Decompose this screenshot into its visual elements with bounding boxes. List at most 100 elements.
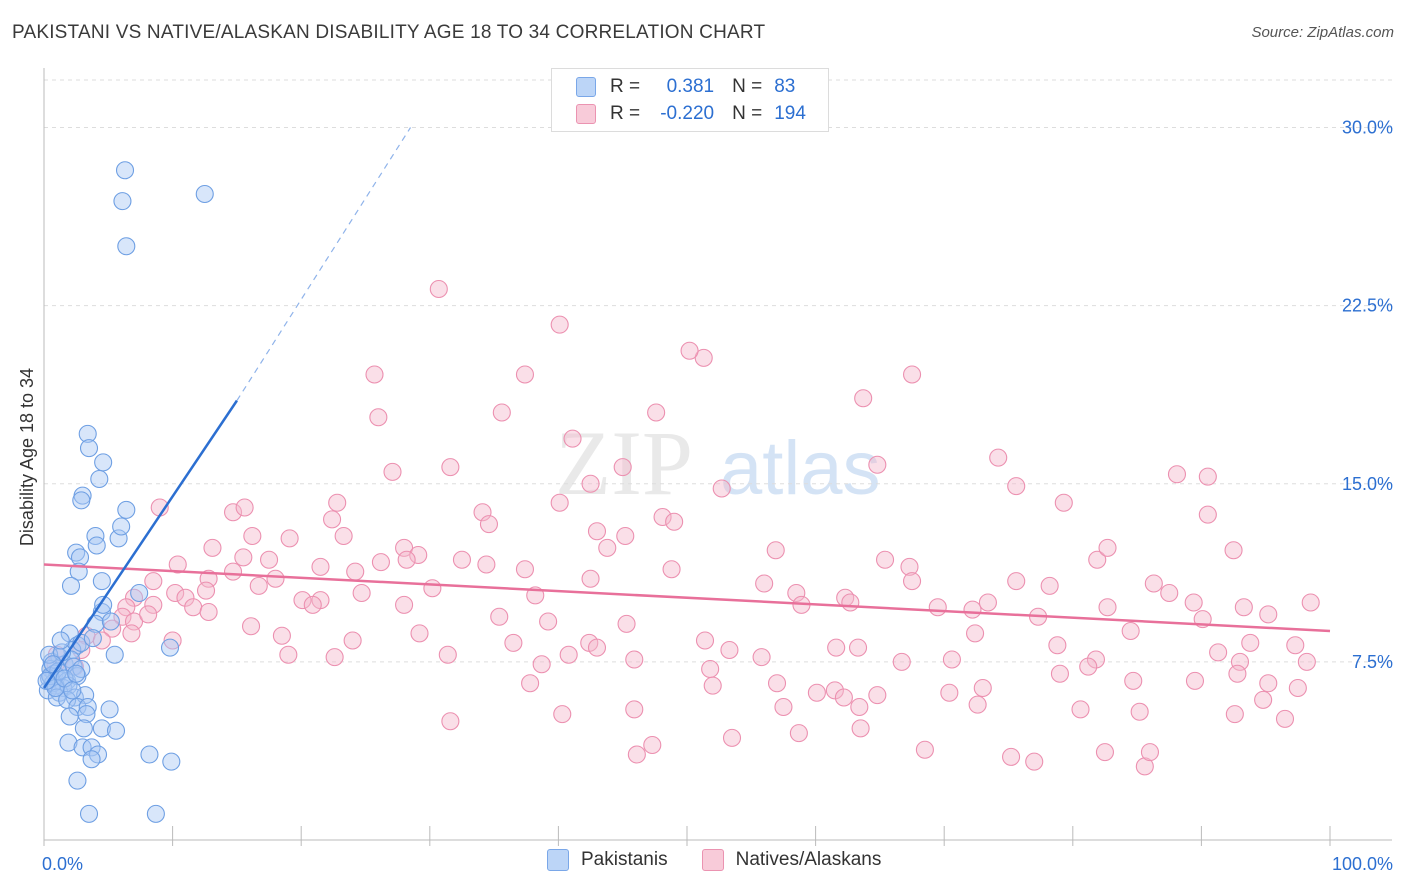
point-pakistanis — [113, 192, 132, 211]
point-pakistanis — [82, 750, 101, 769]
point-natives-alaskans — [323, 510, 342, 529]
point-pakistanis — [94, 595, 113, 614]
point-natives-alaskans — [892, 652, 911, 671]
point-natives-alaskans — [1234, 598, 1253, 617]
point-natives-alaskans — [266, 569, 285, 588]
point-pakistanis — [100, 700, 119, 719]
trend-line-pakistanis — [42, 399, 238, 689]
point-natives-alaskans — [850, 697, 869, 717]
point-natives-alaskans — [550, 315, 569, 334]
trend-extension-pakistanis — [236, 127, 412, 401]
point-natives-alaskans — [1088, 550, 1107, 569]
legend-r-value-pakistanis: 0.381 — [666, 76, 715, 97]
point-natives-alaskans — [834, 688, 853, 707]
series-swatch-pakistanis — [547, 849, 569, 871]
point-natives-alaskans — [144, 572, 163, 591]
point-natives-alaskans — [423, 579, 442, 598]
point-natives-alaskans — [1301, 593, 1320, 612]
point-natives-alaskans — [653, 507, 672, 527]
point-natives-alaskans — [328, 493, 347, 512]
point-natives-alaskans — [124, 612, 144, 631]
point-natives-alaskans — [365, 365, 384, 384]
legend-n-value-natives: 194 — [774, 103, 806, 124]
point-natives-alaskans — [627, 745, 646, 764]
legend-swatch-pink — [576, 104, 596, 124]
point-natives-alaskans — [1140, 743, 1160, 762]
point-natives-alaskans — [1185, 671, 1205, 690]
point-natives-alaskans — [587, 638, 607, 657]
point-natives-alaskans — [1124, 671, 1143, 690]
point-natives-alaskans — [1198, 505, 1217, 524]
point-pakistanis — [72, 491, 91, 510]
point-natives-alaskans — [343, 631, 362, 650]
point-pakistanis — [79, 804, 99, 823]
point-natives-alaskans — [712, 479, 731, 498]
point-natives-alaskans — [223, 562, 243, 581]
watermark: ZIP atlas — [555, 412, 881, 514]
point-natives-alaskans — [1007, 477, 1026, 496]
point-natives-alaskans — [973, 678, 992, 698]
point-pakistanis — [117, 500, 136, 519]
point-natives-alaskans — [680, 341, 699, 360]
point-natives-alaskans — [397, 550, 416, 569]
point-natives-alaskans — [352, 583, 371, 603]
point-natives-alaskans — [1098, 538, 1117, 557]
x-tick-label-max: 100.0% — [1332, 854, 1393, 874]
point-pakistanis — [67, 664, 86, 683]
point-natives-alaskans — [409, 545, 428, 565]
point-natives-alaskans — [103, 619, 122, 638]
point-natives-alaskans — [539, 612, 558, 631]
point-pakistanis — [160, 638, 180, 657]
point-natives-alaskans — [1130, 702, 1149, 721]
point-pakistanis — [61, 576, 81, 595]
point-natives-alaskans — [441, 458, 460, 477]
point-natives-alaskans — [395, 595, 414, 614]
point-natives-alaskans — [1071, 700, 1090, 719]
point-natives-alaskans — [166, 583, 185, 603]
point-natives-alaskans — [1297, 652, 1316, 671]
point-natives-alaskans — [163, 631, 182, 650]
point-natives-alaskans — [279, 645, 298, 664]
point-natives-alaskans — [1230, 652, 1250, 671]
point-pakistanis — [83, 629, 102, 648]
point-natives-alaskans — [168, 555, 187, 574]
point-natives-alaskans — [199, 602, 218, 622]
series-label-natives: Natives/Alaskans — [735, 849, 882, 870]
point-pakistanis — [130, 583, 149, 603]
point-natives-alaskans — [243, 526, 262, 546]
x-tick-label-min: 0.0% — [42, 854, 83, 874]
point-pakistanis — [146, 804, 165, 823]
y-tick-label: 15.0% — [1342, 474, 1393, 494]
point-natives-alaskans — [369, 408, 388, 427]
point-natives-alaskans — [1040, 576, 1059, 595]
point-natives-alaskans — [703, 676, 722, 695]
point-natives-alaskans — [395, 538, 414, 557]
point-natives-alaskans — [963, 600, 982, 619]
point-natives-alaskans — [1086, 650, 1105, 669]
point-natives-alaskans — [617, 614, 636, 633]
point-natives-alaskans — [787, 583, 806, 603]
point-natives-alaskans — [928, 598, 947, 617]
point-natives-alaskans — [452, 550, 472, 569]
point-natives-alaskans — [280, 529, 299, 548]
point-natives-alaskans — [900, 557, 919, 576]
point-pakistanis — [78, 697, 97, 717]
point-pakistanis — [109, 529, 128, 548]
point-pakistanis — [78, 424, 97, 443]
legend-n-value-pakistanis: 83 — [774, 76, 796, 97]
point-natives-alaskans — [203, 538, 222, 557]
pakistanis-points — [37, 161, 214, 823]
point-natives-alaskans — [1225, 705, 1244, 724]
point-natives-alaskans — [303, 595, 322, 614]
legend-r-value-natives: -0.220 — [660, 103, 715, 124]
point-natives-alaskans — [1007, 572, 1026, 591]
point-natives-alaskans — [1286, 636, 1305, 655]
point-natives-alaskans — [479, 515, 499, 534]
point-natives-alaskans — [1275, 709, 1295, 728]
point-natives-alaskans — [371, 553, 390, 572]
legend-n-label: N = — [732, 76, 763, 97]
point-natives-alaskans — [1259, 674, 1278, 693]
point-natives-alaskans — [581, 569, 600, 588]
axes — [43, 68, 1392, 846]
